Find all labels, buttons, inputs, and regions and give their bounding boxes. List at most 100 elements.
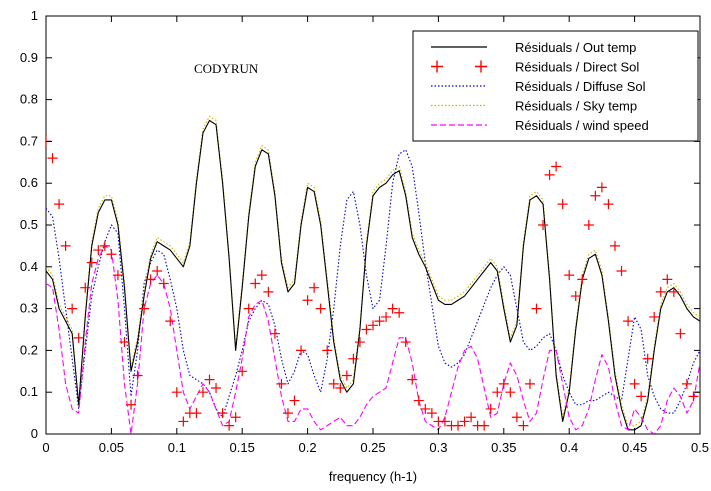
data-point: [230, 412, 241, 423]
data-point: [354, 337, 365, 348]
data-point: [505, 387, 516, 398]
data-point: [250, 278, 261, 289]
data-point: [237, 366, 248, 377]
data-point: [263, 286, 274, 297]
data-point: [132, 370, 143, 381]
data-point: [139, 303, 150, 314]
data-point: [296, 345, 307, 356]
data-point: [629, 378, 640, 389]
data-point: [165, 316, 176, 327]
legend-marker: [475, 60, 487, 73]
data-point: [479, 420, 490, 431]
data-point: [623, 316, 634, 327]
series-line: [46, 119, 700, 431]
data-point: [498, 378, 509, 389]
data-point: [106, 249, 117, 260]
data-point: [655, 286, 666, 297]
data-point: [152, 265, 163, 276]
data-point: [642, 353, 653, 364]
data-point: [544, 169, 555, 180]
data-point: [119, 337, 130, 348]
data-point: [328, 378, 339, 389]
data-point: [564, 270, 575, 281]
data-point: [93, 245, 104, 256]
data-point: [400, 337, 411, 348]
data-point: [551, 161, 562, 172]
x-tick-label: 0.25: [360, 440, 385, 455]
legend-label: Résiduals / Sky temp: [515, 99, 637, 114]
y-tick-label: 0.7: [20, 133, 38, 148]
y-tick-label: 0.6: [20, 175, 38, 190]
data-point: [322, 345, 333, 356]
data-point: [112, 270, 123, 281]
legend-label: Résiduals / Direct Sol: [515, 60, 639, 75]
data-point: [309, 282, 320, 293]
data-point: [47, 153, 58, 164]
data-point: [524, 378, 535, 389]
data-point: [126, 399, 137, 410]
data-point: [282, 408, 293, 419]
series-1: [46, 136, 700, 431]
series-2: [46, 149, 700, 418]
x-tick-label: 0.05: [99, 440, 124, 455]
data-point: [603, 199, 614, 210]
x-tick-label: 0.35: [491, 440, 516, 455]
data-point: [387, 303, 398, 314]
data-point: [374, 316, 385, 327]
series-layer: [46, 115, 700, 434]
data-point: [86, 257, 97, 268]
data-point: [191, 408, 202, 419]
data-point: [224, 420, 235, 431]
data-point: [394, 307, 405, 318]
data-point: [341, 370, 352, 381]
x-tick-label: 0.4: [560, 440, 578, 455]
x-tick-label: 0.1: [168, 440, 186, 455]
data-point: [636, 391, 647, 402]
y-tick-label: 0.4: [20, 259, 38, 274]
data-point: [243, 303, 254, 314]
data-point: [518, 420, 529, 431]
x-tick-label: 0.15: [230, 440, 255, 455]
data-point: [668, 286, 679, 297]
data-point: [302, 295, 313, 306]
series-line: [46, 245, 700, 434]
data-point: [681, 378, 692, 389]
data-point: [335, 383, 346, 394]
y-tick-label: 0.1: [20, 384, 38, 399]
data-point: [616, 265, 627, 276]
x-tick-label: 0: [42, 440, 49, 455]
data-point: [276, 378, 287, 389]
legend-item: Résiduals / Direct Sol: [431, 60, 639, 75]
data-point: [609, 240, 620, 251]
data-point: [407, 374, 418, 385]
data-point: [662, 274, 673, 285]
data-point: [492, 387, 503, 398]
data-point: [348, 353, 359, 364]
data-point: [73, 332, 84, 343]
ticks-layer: 0 0.05 0.1 0.15 0.2 0.25 0.3 0.35 0.4 0.45 0.5 0 0.1…: [20, 8, 709, 455]
data-point: [99, 240, 110, 251]
data-point: [289, 395, 300, 406]
x-tick-label: 0.5: [691, 440, 709, 455]
data-point: [570, 291, 581, 302]
data-point: [557, 199, 568, 210]
y-tick-label: 0.2: [20, 342, 38, 357]
legend-item: Résiduals / wind speed: [431, 118, 649, 133]
legend-label: Résiduals / Diffuse Sol: [515, 79, 646, 94]
data-point: [54, 199, 65, 210]
data-point: [675, 328, 686, 339]
legend: Résiduals / Out temp Résiduals / Direct S…: [412, 30, 699, 142]
data-point: [67, 303, 78, 314]
legend-item: Résiduals / Diffuse Sol: [431, 79, 646, 94]
y-tick-label: 1: [31, 8, 38, 23]
data-point: [485, 403, 496, 414]
y-tick-label: 0.5: [20, 217, 38, 232]
data-point: [531, 303, 542, 314]
series-4: [46, 245, 700, 434]
data-point: [197, 387, 208, 398]
data-point: [577, 274, 588, 285]
legend-item: Résiduals / Sky temp: [431, 99, 637, 114]
series-line: [46, 149, 700, 418]
y-tick-label: 0.3: [20, 301, 38, 316]
legend-item: Résiduals / Out temp: [431, 40, 636, 55]
